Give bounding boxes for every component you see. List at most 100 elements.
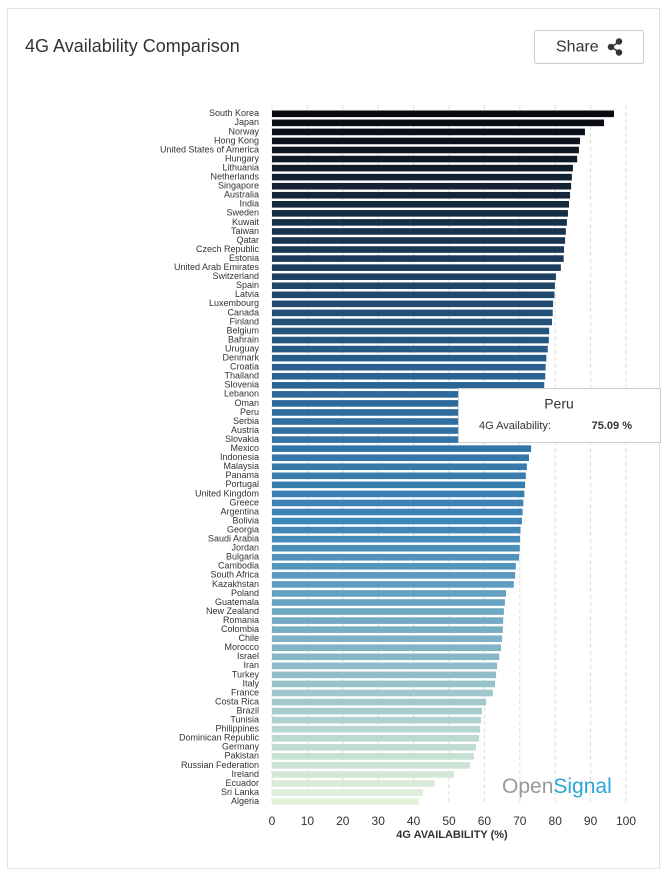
bar bbox=[272, 445, 532, 452]
bar bbox=[272, 662, 498, 670]
y-tick-label: Saudi Arabia bbox=[208, 534, 259, 544]
bar bbox=[272, 264, 561, 271]
bar bbox=[272, 173, 572, 181]
y-tick-label: Poland bbox=[231, 588, 259, 598]
bar bbox=[272, 191, 571, 199]
y-tick-label: Switzerland bbox=[212, 271, 259, 281]
y-tick-label: Malaysia bbox=[223, 461, 259, 471]
y-tick-label: Belgium bbox=[226, 325, 259, 335]
watermark: OpenSignal bbox=[502, 775, 612, 798]
bar bbox=[272, 608, 504, 615]
y-tick-label: Bolivia bbox=[232, 515, 259, 525]
y-tick-label: Lithuania bbox=[222, 162, 259, 172]
bar bbox=[272, 436, 535, 443]
bar bbox=[272, 382, 545, 389]
y-tick-label: Serbia bbox=[233, 416, 259, 426]
bar bbox=[272, 246, 565, 253]
bar bbox=[272, 372, 546, 380]
y-tick-label: Austria bbox=[231, 425, 259, 435]
y-tick-label: Jordan bbox=[231, 543, 259, 553]
y-tick-label: Brazil bbox=[236, 705, 259, 715]
x-tick-label: 10 bbox=[301, 814, 315, 828]
watermark-open: Open bbox=[502, 775, 553, 798]
y-tick-label: Denmark bbox=[222, 353, 259, 363]
bar bbox=[272, 780, 435, 787]
x-tick-label: 40 bbox=[407, 814, 421, 828]
bar bbox=[272, 653, 500, 661]
y-tick-label: Georgia bbox=[227, 524, 259, 534]
tooltip: Peru 4G Availability: 75.09 % bbox=[458, 388, 661, 443]
bar bbox=[272, 137, 580, 145]
y-tick-label: Colombia bbox=[221, 624, 259, 634]
bar bbox=[272, 418, 537, 425]
share-icon[interactable] bbox=[607, 38, 623, 56]
x-tick-label: 70 bbox=[513, 814, 527, 828]
y-tick-label: Slovakia bbox=[225, 434, 259, 444]
bar bbox=[272, 490, 525, 498]
bar bbox=[272, 744, 476, 751]
y-tick-label: Oman bbox=[234, 398, 259, 408]
y-tick-label: Israel bbox=[237, 651, 259, 661]
bar bbox=[272, 725, 481, 733]
bar bbox=[272, 182, 572, 190]
y-tick-label: Italy bbox=[242, 678, 259, 688]
x-tick-label: 100 bbox=[616, 814, 636, 828]
y-tick-label: Morocco bbox=[224, 642, 259, 652]
bar bbox=[272, 164, 573, 172]
y-tick-label: South Korea bbox=[209, 108, 259, 118]
y-tick-label: Kazakhstan bbox=[212, 579, 259, 589]
title: 4G Availability Comparison bbox=[25, 36, 240, 56]
share-button[interactable]: Share bbox=[534, 30, 644, 64]
y-tick-label: Costa Rica bbox=[215, 696, 259, 706]
bar bbox=[272, 391, 543, 398]
x-tick-label: 50 bbox=[442, 814, 456, 828]
bar bbox=[272, 318, 553, 326]
y-tick-label: United Arab Emirates bbox=[174, 262, 260, 272]
y-tick-label: Canada bbox=[227, 307, 259, 317]
y-tick-label: Mexico bbox=[230, 443, 259, 453]
tooltip-box bbox=[458, 388, 661, 443]
bar bbox=[272, 291, 555, 299]
y-tick-label: Cambodia bbox=[218, 561, 259, 571]
watermark-signal: Signal bbox=[553, 775, 611, 798]
bar bbox=[272, 472, 526, 480]
bar bbox=[272, 201, 570, 208]
y-tick-label: Thailand bbox=[224, 371, 259, 381]
y-tick-label: Qatar bbox=[236, 235, 259, 245]
y-tick-label: Tunisia bbox=[230, 715, 259, 725]
y-tick-label: Russian Federation bbox=[181, 760, 259, 770]
y-tick-label: Greece bbox=[229, 497, 259, 507]
bar bbox=[272, 789, 424, 796]
x-tick-label: 20 bbox=[336, 814, 350, 828]
share-box[interactable] bbox=[534, 30, 644, 64]
y-tick-label: Hong Kong bbox=[214, 135, 259, 145]
plot: 0 10 20 30 40 50 60 70 80 90 100 4G AVAILABILITY (%… bbox=[160, 105, 636, 841]
y-tick-label: Ireland bbox=[231, 769, 259, 779]
bar bbox=[272, 590, 506, 597]
bar bbox=[272, 336, 549, 344]
y-tick-label: Bahrain bbox=[228, 334, 259, 344]
bar bbox=[272, 689, 493, 697]
y-tick-label: Croatia bbox=[230, 362, 259, 372]
y-tick-label: Kuwait bbox=[232, 217, 260, 227]
bar bbox=[272, 110, 614, 118]
y-tick-label: Latvia bbox=[235, 289, 259, 299]
share-text[interactable]: Share bbox=[556, 39, 599, 56]
bar bbox=[272, 481, 526, 489]
y-tick-label: Sweden bbox=[226, 208, 259, 218]
y-tick-label: India bbox=[239, 199, 259, 209]
x-tick-label: 60 bbox=[478, 814, 492, 828]
x-tick-label: 30 bbox=[372, 814, 386, 828]
bar bbox=[272, 553, 520, 561]
y-tick-label: Panama bbox=[225, 470, 259, 480]
y-tick-label: Taiwan bbox=[231, 226, 259, 236]
bar bbox=[272, 363, 546, 371]
bar bbox=[272, 409, 538, 416]
bar bbox=[272, 128, 585, 136]
y-tick-label: Singapore bbox=[218, 181, 259, 191]
bar bbox=[272, 508, 523, 516]
bar bbox=[272, 617, 504, 624]
y-tick-label: Sri Lanka bbox=[221, 787, 259, 797]
y-tick-label: Romania bbox=[223, 615, 259, 625]
